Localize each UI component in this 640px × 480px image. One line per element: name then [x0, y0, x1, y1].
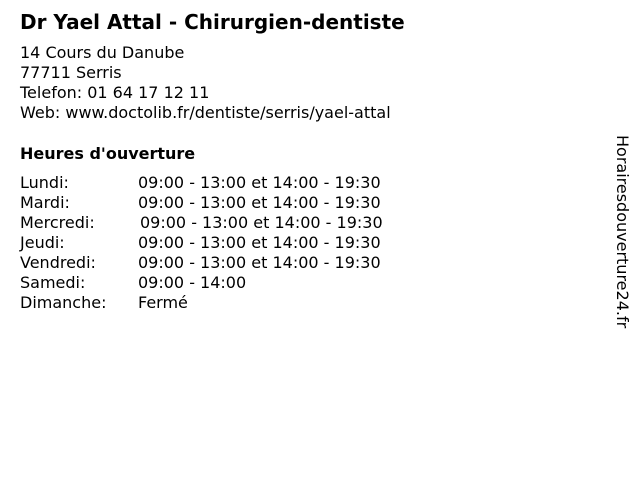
watermark: Horairesdouverture24.fr [613, 135, 632, 329]
day: Lundi: [20, 173, 69, 192]
website: Web: www.doctolib.fr/dentiste/serris/yae… [20, 103, 391, 122]
time: 09:00 - 13:00 et 14:00 - 19:30 [138, 253, 381, 272]
time: 09:00 - 13:00 et 14:00 - 19:30 [138, 193, 381, 212]
day: Jeudi: [20, 233, 65, 252]
day: Dimanche: [20, 293, 107, 312]
time: 09:00 - 14:00 [138, 273, 247, 292]
phone: Telefon: 01 64 17 12 11 [20, 83, 210, 102]
hours-heading: Heures d'ouverture [20, 144, 196, 163]
time: 09:00 - 13:00 et 14:00 - 19:30 [140, 213, 383, 232]
street: 14 Cours du Danube [20, 43, 185, 62]
time: 09:00 - 13:00 et 14:00 - 19:30 [138, 233, 381, 252]
city: 77711 Serris [20, 63, 122, 82]
time: 09:00 - 13:00 et 14:00 - 19:30 [138, 173, 381, 192]
time: Fermé [138, 293, 188, 312]
address-block: 14 Cours du Danube 77711 Serris Telefon:… [20, 43, 391, 123]
day: Samedi: [20, 273, 86, 292]
day: Vendredi: [20, 253, 96, 272]
day: Mardi: [20, 193, 70, 212]
page-title: Dr Yael Attal - Chirurgien-dentiste [20, 10, 405, 34]
day: Mercredi: [20, 213, 95, 232]
